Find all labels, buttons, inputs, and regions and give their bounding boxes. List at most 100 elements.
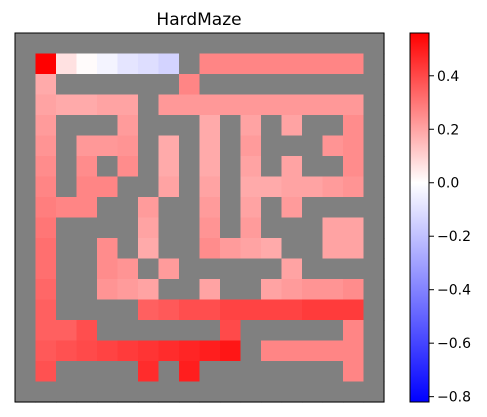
heatmap-cell	[261, 94, 283, 116]
maze-wall-cell	[179, 320, 201, 342]
maze-wall-cell	[56, 33, 78, 55]
heatmap-cell	[97, 258, 119, 280]
maze-wall-cell	[343, 33, 365, 55]
maze-wall-cell	[117, 320, 139, 342]
maze-wall-cell	[363, 135, 385, 157]
heatmap-cell	[343, 361, 365, 383]
maze-wall-cell	[220, 176, 242, 198]
heatmap-cell	[76, 340, 98, 362]
maze-wall-cell	[138, 156, 160, 178]
maze-wall-cell	[117, 238, 139, 260]
maze-wall-cell	[138, 381, 160, 403]
maze-wall-cell	[261, 197, 283, 219]
heatmap-cell	[56, 197, 78, 219]
heatmap-cell	[322, 94, 344, 116]
maze-wall-cell	[138, 94, 160, 116]
heatmap-cell	[240, 156, 262, 178]
maze-wall-cell	[322, 361, 344, 383]
colorbar-tick-label: −0.2	[437, 229, 471, 245]
maze-wall-cell	[343, 258, 365, 280]
maze-wall-cell	[199, 74, 221, 96]
maze-wall-cell	[322, 115, 344, 137]
maze-wall-cell	[322, 381, 344, 403]
maze-wall-cell	[322, 197, 344, 219]
maze-wall-cell	[363, 197, 385, 219]
maze-wall-cell	[363, 176, 385, 198]
heatmap-cell	[138, 197, 160, 219]
maze-wall-cell	[158, 279, 180, 301]
chart-title: HardMaze	[156, 10, 241, 30]
maze-wall-cell	[322, 74, 344, 96]
maze-wall-cell	[15, 299, 37, 321]
heatmap-cell	[220, 94, 242, 116]
heatmap-cell	[76, 176, 98, 198]
maze-wall-cell	[179, 115, 201, 137]
maze-wall-cell	[179, 258, 201, 280]
maze-wall-cell	[179, 279, 201, 301]
maze-wall-cell	[15, 74, 37, 96]
maze-wall-cell	[56, 135, 78, 157]
maze-wall-cell	[179, 176, 201, 198]
heatmap-cell	[138, 299, 160, 321]
maze-wall-cell	[281, 135, 303, 157]
heatmap-cell	[261, 53, 283, 75]
maze-wall-cell	[15, 361, 37, 383]
maze-wall-cell	[56, 115, 78, 137]
heatmap-cell	[199, 53, 221, 75]
maze-wall-cell	[56, 156, 78, 178]
heatmap-cell	[179, 94, 201, 116]
heatmap-cell	[199, 340, 221, 362]
maze-wall-cell	[220, 279, 242, 301]
heatmap-cell	[117, 53, 139, 75]
heatmap-cell	[199, 279, 221, 301]
heatmap-cell	[343, 299, 365, 321]
heatmap-cell	[97, 94, 119, 116]
maze-wall-cell	[281, 74, 303, 96]
maze-wall-cell	[363, 320, 385, 342]
heatmap-cell	[220, 320, 242, 342]
heatmap-cell	[302, 53, 324, 75]
heatmap-cell	[322, 279, 344, 301]
heatmap-cell	[97, 279, 119, 301]
heatmap-cell	[97, 135, 119, 157]
maze-wall-cell	[138, 320, 160, 342]
heatmap-cell	[281, 258, 303, 280]
heatmap-cell	[35, 361, 57, 383]
maze-wall-cell	[220, 115, 242, 137]
maze-wall-cell	[179, 33, 201, 55]
heatmap-cell	[199, 176, 221, 198]
heatmap-cell	[35, 340, 57, 362]
maze-wall-cell	[199, 33, 221, 55]
heatmap-cell	[261, 176, 283, 198]
maze-wall-cell	[138, 176, 160, 198]
heatmap-cell	[240, 176, 262, 198]
maze-wall-cell	[363, 361, 385, 383]
maze-wall-cell	[302, 115, 324, 137]
heatmap-cell	[343, 135, 365, 157]
maze-wall-cell	[220, 258, 242, 280]
maze-wall-cell	[15, 238, 37, 260]
heatmap-cell	[240, 53, 262, 75]
maze-wall-cell	[117, 74, 139, 96]
heatmap-cell	[302, 340, 324, 362]
heatmap-cell	[138, 340, 160, 362]
heatmap-cell	[343, 238, 365, 260]
heatmap-cell	[240, 94, 262, 116]
maze-wall-cell	[302, 135, 324, 157]
maze-wall-cell	[117, 361, 139, 383]
heatmap-cell	[117, 135, 139, 157]
heatmap-cell	[35, 115, 57, 137]
heatmap-cell	[56, 94, 78, 116]
heatmap-cell	[199, 197, 221, 219]
maze-wall-cell	[179, 238, 201, 260]
heatmap-cell	[35, 94, 57, 116]
heatmap-cell	[281, 299, 303, 321]
maze-wall-cell	[281, 217, 303, 239]
maze-wall-cell	[56, 217, 78, 239]
maze-wall-cell	[158, 381, 180, 403]
maze-wall-cell	[76, 33, 98, 55]
maze-wall-cell	[15, 279, 37, 301]
maze-wall-cell	[15, 340, 37, 362]
maze-wall-cell	[199, 320, 221, 342]
maze-wall-cell	[302, 156, 324, 178]
